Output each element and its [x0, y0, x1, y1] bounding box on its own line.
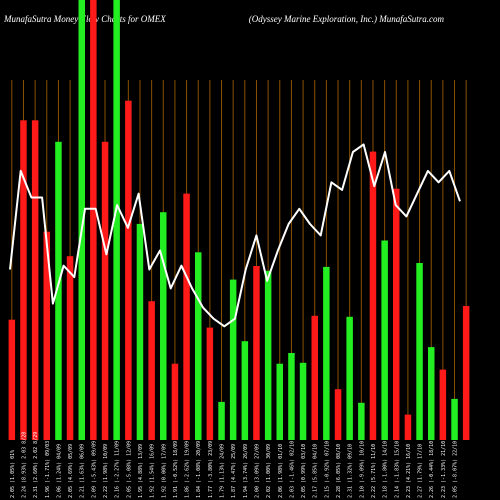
volume-bar-up — [346, 316, 353, 440]
volume-bar-down — [171, 363, 179, 440]
volume-bar-up — [218, 401, 225, 440]
volume-bar-up — [113, 0, 120, 440]
volume-bar-down — [206, 327, 214, 440]
volume-bar-down — [404, 414, 412, 440]
volume-bar-up — [136, 223, 144, 440]
x-tick-label: 2.03 (-1.46%) 02/10 — [289, 441, 295, 498]
x-tick-labels: 2.05 (1.05%) 01% 2.24 (8.93%) 2.03 8/28 2.… — [10, 432, 459, 498]
x-tick-label: 2.21 (1.63%) 06/09 — [80, 444, 86, 498]
x-tick-label: 2.22 (1.98%) 10/09 — [103, 444, 109, 498]
volume-bar-down — [369, 151, 377, 440]
volume-bar-down — [66, 256, 74, 440]
x-tick-label: 2.02 (1.00%) 30/09 — [266, 444, 272, 498]
volume-bars — [8, 0, 470, 441]
volume-bar-up — [358, 402, 365, 440]
x-tick-label: 1.79 (1.13%) 24/09 — [220, 444, 226, 498]
x-tick-label: 2.23 (4.21%) 16/10 — [406, 444, 412, 498]
x-tick-label: 2.16 (-2.27%) 11/09 — [115, 441, 121, 498]
volume-bar-up — [381, 240, 388, 440]
x-tick-label: 1.77 (-3.80%) 23/09 — [208, 441, 214, 498]
x-tick-label: 2.05 (0.99%) 03/10 — [301, 444, 307, 498]
x-tick-label: 1.84 (-1.08%) 20/09 — [196, 441, 202, 498]
volume-bar-down — [31, 120, 39, 441]
x-tick-label: 2.09 (-5.43%) 09/09 — [91, 441, 97, 498]
x-tick-label: 2.06 (1.98%) 01/10 — [278, 444, 284, 498]
volume-bar-down — [8, 319, 16, 440]
volume-bar-up — [323, 266, 330, 440]
x-tick-label: 2.28 (6.05%) 08/10 — [336, 444, 342, 498]
volume-bar-up — [299, 362, 307, 440]
volume-bar-down — [393, 188, 400, 440]
volume-bar-down — [101, 141, 109, 441]
x-tick-label: 1.92 (0.00%) 17/09 — [161, 444, 167, 498]
volume-bar-up — [78, 0, 85, 440]
x-tick-label: 2.06 (1.24%) 04/09 — [56, 444, 62, 498]
x-tick-label: 1.92 (1.54%) 16/09 — [150, 444, 156, 498]
volume-bar-up — [229, 279, 237, 440]
x-tick-label: 1.87 (4.47%) 25/09 — [231, 444, 237, 498]
x-tick-label: 2.18 (-1.80%) 14/10 — [383, 441, 389, 498]
x-tick-label: 2.15 (-0.92%) 07/10 — [324, 441, 330, 498]
volume-bar-up — [195, 252, 202, 440]
x-tick-label: 2.22 (5.71%) 11/10 — [371, 444, 377, 498]
x-tick-label: 1.96 (-1.71%) 09/03 — [45, 441, 51, 498]
volume-bar-up — [55, 141, 62, 441]
x-tick-label: 2.05 (-8.07%) 22/10 — [453, 441, 459, 498]
volume-bar-down — [253, 266, 260, 440]
volume-bar-up — [241, 341, 249, 440]
price-line — [9, 143, 461, 328]
volume-bar-down — [90, 0, 97, 440]
volume-bar-up — [160, 212, 167, 440]
volume-bar-up — [428, 347, 435, 440]
x-tick-label: 1.94 (3.74%) 26/09 — [243, 444, 249, 498]
x-tick-label: 2.05 (1.05%) 01% — [10, 450, 16, 498]
volume-bar-down — [43, 231, 50, 440]
volume-bar-down — [20, 120, 27, 441]
volume-bar-down — [334, 389, 342, 440]
volume-bar-down — [183, 193, 190, 440]
volume-bar-up — [276, 363, 283, 440]
chart-title-right: (Odyssey Marine Exploration, Inc.) Munaf… — [248, 14, 444, 24]
x-tick-label: 2.31 (2.60%) 2.02 8/29 — [33, 432, 39, 498]
volume-bar-down — [148, 301, 155, 440]
x-tick-label: 2.05 (-5.08%) 12/09 — [126, 441, 132, 498]
x-tick-label: 2.23 (-1.33%) 21/10 — [441, 441, 447, 498]
x-tick-label: 2.26 (-0.44%) 18/10 — [429, 441, 435, 498]
x-tick-label: 1.95 (4.88%) 13/09 — [138, 444, 144, 498]
x-tick-label: 2.31 (1.32%) 09/10 — [348, 444, 354, 498]
x-tick-label: 2.05 (4.69%) 05/09 — [68, 444, 74, 498]
volume-bar-up — [264, 270, 272, 440]
volume-bar-down — [125, 100, 132, 440]
x-tick-label: 1.91 (-0.52%) 18/09 — [173, 441, 179, 498]
price-line-group — [9, 143, 461, 328]
volume-bar-down — [439, 369, 447, 440]
volume-bar-up — [451, 398, 458, 440]
x-tick-label: 2.27 (1.79%) 17/10 — [418, 444, 424, 498]
x-tick-label: 2.24 (8.93%) 2.03 8/28 — [21, 432, 27, 498]
volume-bar-down — [462, 306, 470, 440]
x-tick-label: 2.17 (5.85%) 04/10 — [313, 444, 319, 498]
volume-bar-up — [416, 263, 423, 440]
x-tick-label: 1.86 (-2.62%) 19/09 — [185, 441, 191, 498]
volume-bar-up — [288, 353, 295, 440]
x-tick-label: 2.14 (-1.83%) 15/10 — [394, 441, 400, 498]
x-tick-label: 2.00 (3.09%) 27/09 — [254, 444, 260, 498]
volume-bar-down — [311, 315, 318, 440]
x-tick-label: 2.10 (-9.09%) 10/10 — [359, 441, 365, 498]
